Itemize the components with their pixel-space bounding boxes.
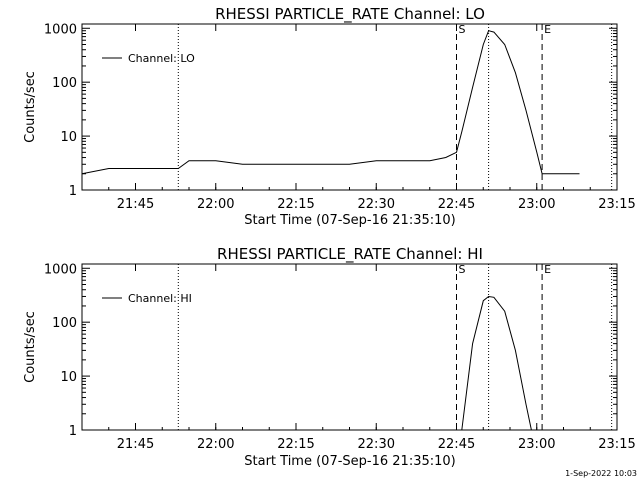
- panel-lo-ytick-label: 1000: [44, 22, 77, 37]
- panel-lo-legend-label: Channel: LO: [128, 52, 195, 65]
- panel-lo-xlabel: Start Time (07-Sep-16 21:35:10): [244, 213, 455, 228]
- panel-lo-ytick-label: 10: [60, 130, 77, 145]
- panel-lo-xtick-label: 23:00: [518, 197, 555, 212]
- panel-lo-xtick-label: 22:45: [438, 197, 475, 212]
- panel-hi-xtick-label: 21:45: [117, 437, 154, 452]
- panel-hi-xtick-label: 23:15: [598, 437, 635, 452]
- panel-hi-axes: 21:45 22:00 22:15 22:30 22:45 23:00 23:15 1 10 10…: [44, 262, 636, 452]
- panel-lo-xtick-label: 21:45: [117, 197, 154, 212]
- panel-hi-marker-label-e: E: [544, 263, 551, 276]
- panel-lo-marker-label-e: E: [544, 23, 551, 36]
- panel-hi-legend-label: Channel: HI: [128, 292, 192, 305]
- panel-lo-xtick-label: 22:00: [197, 197, 234, 212]
- panel-lo-series: [81, 30, 580, 175]
- panel-hi-xtick-label: 22:30: [358, 437, 395, 452]
- panel-lo-xtick-label: 22:15: [277, 197, 314, 212]
- panel-lo-frame: [81, 23, 618, 191]
- panel-hi-title: RHESSI PARTICLE_RATE Channel: HI: [217, 245, 483, 264]
- panel-hi-frame: [81, 263, 618, 431]
- panel-hi-xtick-label: 22:15: [277, 437, 314, 452]
- panel-lo-ytick-label: 1: [69, 184, 77, 199]
- panel-lo-ytick-label: 100: [52, 76, 77, 91]
- panel-hi: RHESSI PARTICLE_RATE Channel: HI Counts/…: [23, 245, 636, 469]
- panel-hi-xtick-label: 22:00: [197, 437, 234, 452]
- panel-hi-series: [461, 295, 532, 431]
- panel-hi-ytick-label: 10: [60, 370, 77, 385]
- panel-hi-xlabel: Start Time (07-Sep-16 21:35:10): [244, 454, 455, 469]
- panel-hi-xtick-label: 22:45: [438, 437, 475, 452]
- panel-lo-marker-label-s: S: [459, 23, 466, 36]
- panel-lo-xtick-label: 22:30: [358, 197, 395, 212]
- panel-lo-title: RHESSI PARTICLE_RATE Channel: LO: [215, 5, 485, 24]
- panel-lo: RHESSI PARTICLE_RATE Channel: LO Counts/…: [23, 5, 636, 228]
- panel-hi-marker-label-s: S: [459, 263, 466, 276]
- panel-lo-xtick-label: 23:15: [598, 197, 635, 212]
- panel-hi-series-line-0: [461, 295, 532, 431]
- panel-hi-ytick-label: 1: [69, 424, 77, 439]
- panel-hi-xtick-label: 23:00: [518, 437, 555, 452]
- panel-lo-axes: 21:45 22:00 22:15 22:30 22:45 23:00 23:15 1 10 10…: [44, 22, 636, 212]
- panel-lo-ylabel: Counts/sec: [23, 71, 38, 143]
- panel-hi-ytick-label: 1000: [44, 262, 77, 277]
- panel-hi-ytick-label: 100: [52, 316, 77, 331]
- panel-lo-series-line-0: [81, 30, 580, 175]
- footer-timestamp: 1-Sep-2022 10:03: [565, 469, 637, 478]
- panel-hi-ylabel: Counts/sec: [23, 311, 38, 383]
